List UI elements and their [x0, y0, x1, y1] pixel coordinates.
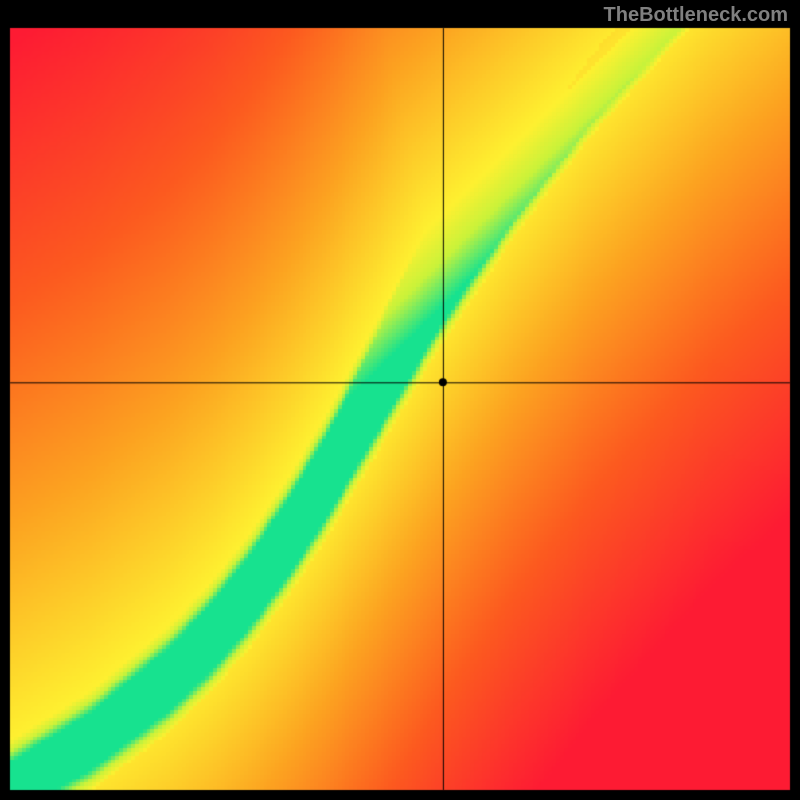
- chart-container: TheBottleneck.com: [0, 0, 800, 800]
- crosshair-overlay: [0, 0, 800, 800]
- watermark-text: TheBottleneck.com: [604, 4, 788, 27]
